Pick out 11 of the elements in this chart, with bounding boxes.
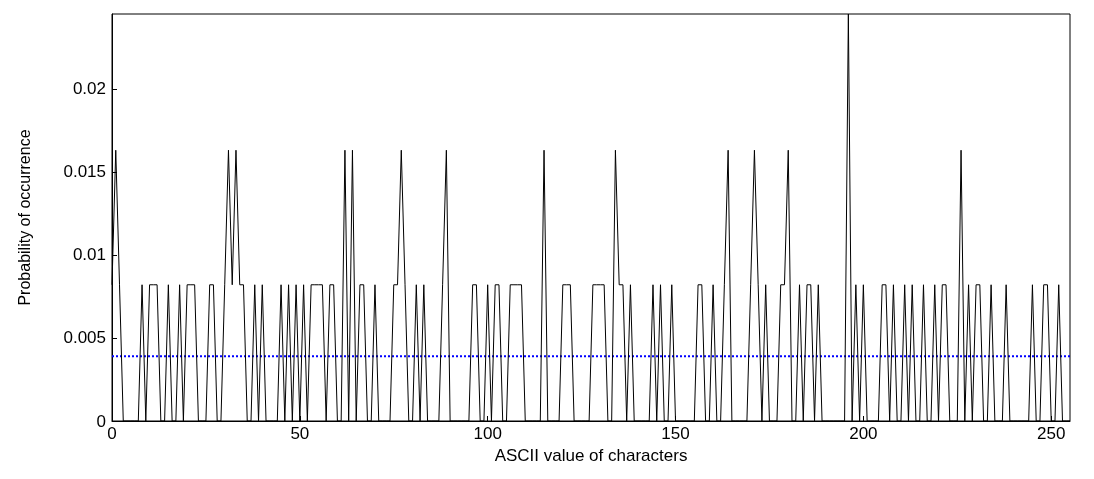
x-axis-title: ASCII value of characters [494,445,688,465]
y-tick-label: 0.01 [72,245,106,265]
x-tick-label: 100 [473,424,502,443]
y-tick-label: 0.005 [63,328,106,348]
x-tick-label: 200 [849,424,878,443]
x-tick-label: 250 [1037,424,1066,443]
y-tick-label: 0.015 [63,162,106,182]
y-axis-title: Probability of occurrence [15,129,33,306]
y-tick-label: 0.02 [72,79,106,99]
x-tick-label: 50 [290,424,310,443]
x-tick-label: 150 [661,424,690,443]
